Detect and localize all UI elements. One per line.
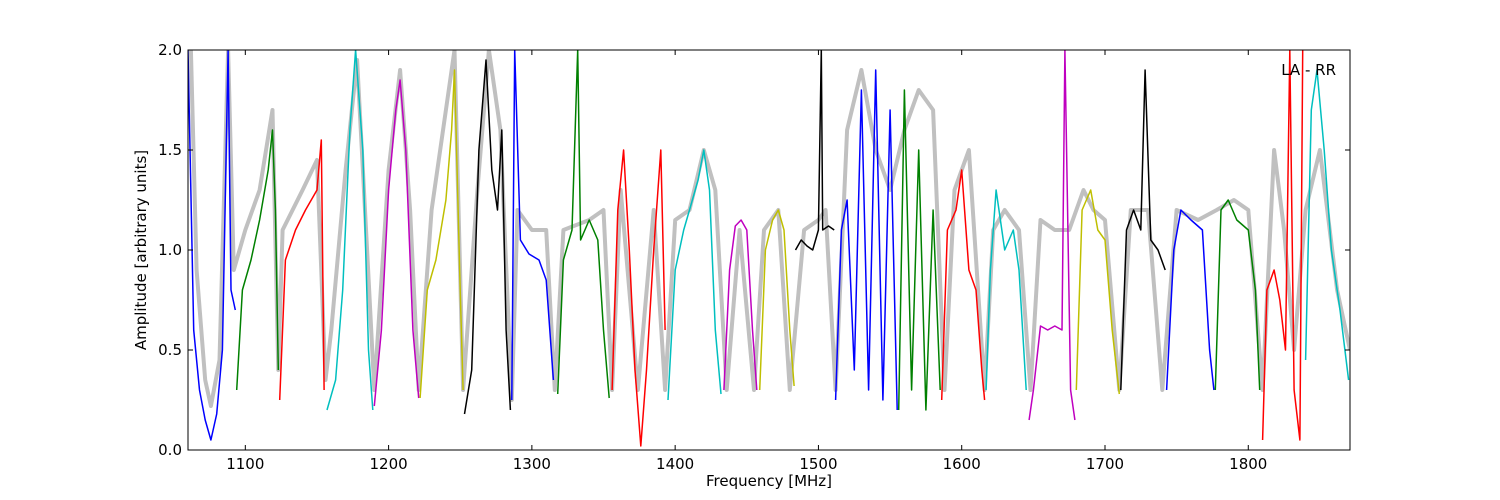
series-line-5 [373, 79, 420, 407]
series-line-10 [611, 149, 666, 447]
plot-frame [187, 49, 1351, 451]
legend-annotation: LA - RR [1281, 61, 1336, 79]
series-line-12 [723, 219, 758, 391]
series-line-20 [1075, 189, 1121, 395]
series-line-3 [278, 139, 325, 401]
series-line-24 [1261, 50, 1304, 441]
y-tick-label: 1.5 [158, 141, 182, 159]
series-line-9 [556, 50, 610, 399]
x-tick-label: 1500 [799, 455, 837, 473]
x-tick-label: 1300 [513, 455, 551, 473]
x-axis-label: Frequency [MHz] [706, 472, 832, 490]
series-line-6 [419, 69, 464, 399]
x-tick-label: 1700 [1086, 455, 1124, 473]
series-line-23 [1214, 199, 1261, 391]
x-tick-label: 1600 [943, 455, 981, 473]
series-line-21 [1120, 69, 1166, 391]
x-axis-ticks: 1100 1200 1300 1400 1500 1600 1700 1800 [226, 50, 1267, 473]
y-tick-label: 0.5 [158, 341, 182, 359]
series-line-19 [1028, 50, 1076, 421]
y-tick-label: 1.0 [158, 241, 182, 259]
series-line-14 [794, 50, 835, 251]
y-axis-ticks: 0.0 0.5 1.0 1.5 2.0 [158, 41, 1350, 459]
series-line-13 [758, 209, 795, 391]
y-axis-label: Amplitude [arbitrary units] [132, 150, 150, 350]
series-line-11 [667, 149, 722, 401]
series-line-2 [235, 129, 280, 391]
y-tick-label: 0.0 [158, 441, 182, 459]
x-tick-label: 1200 [369, 455, 407, 473]
x-tick-label: 1100 [226, 455, 264, 473]
x-tick-label: 1400 [656, 455, 694, 473]
x-tick-label: 1800 [1229, 455, 1267, 473]
series-line-1 [188, 50, 237, 441]
series-line-7 [463, 59, 512, 415]
series-line-17 [940, 169, 986, 401]
series-line-22 [1165, 209, 1215, 391]
y-tick-label: 2.0 [158, 41, 182, 59]
series-line-8 [511, 50, 555, 401]
series-line-15 [834, 69, 898, 411]
series-line-25 [1304, 69, 1350, 381]
series-line-16 [897, 89, 941, 411]
series-line-4 [326, 50, 374, 411]
series-layer [188, 50, 1350, 447]
series-line-18 [985, 189, 1027, 391]
